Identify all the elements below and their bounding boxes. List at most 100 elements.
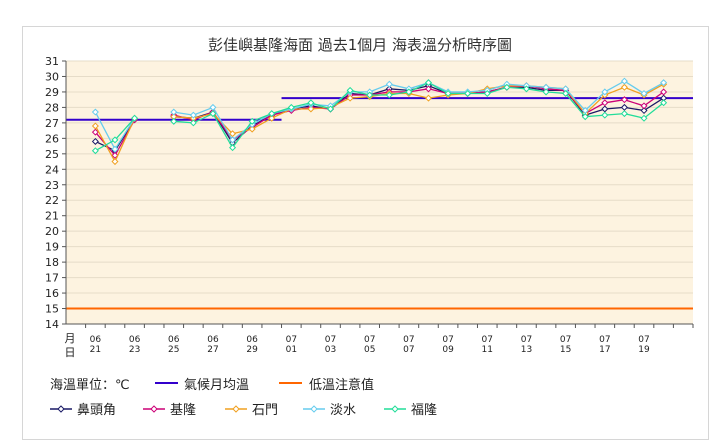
legend-label: 淡水 [330,403,356,418]
legend-low-temp-label: 低溫注意值 [309,377,374,393]
x-tick-label-month: 06 [90,335,102,345]
y-tick-label: 18 [45,256,59,269]
y-tick-label: 25 [45,148,59,161]
data-point [640,89,648,97]
y-tick-label: 22 [45,194,59,207]
x-tick-label-month: 07 [325,335,336,345]
legend-label: 福隆 [411,403,437,418]
x-axis-caption-day: 日 [65,346,76,359]
x-tick-label-month: 07 [521,335,532,345]
data-point [91,108,99,116]
series-line [173,81,665,149]
series-line [173,80,664,141]
data-point [287,103,295,111]
data-point [620,110,628,118]
data-point [601,88,609,96]
y-tick-label: 19 [45,241,59,254]
data-point [346,86,354,94]
x-tick-label-month: 07 [364,335,375,345]
x-tick-label-day: 17 [599,345,610,355]
data-point [522,85,530,93]
legend-swatch-marker [150,405,158,413]
data-point [111,158,119,166]
x-tick-label-month: 06 [168,335,180,345]
data-point [601,99,609,107]
x-tick-label-day: 05 [364,345,375,355]
legend-label: 基隆 [170,403,196,418]
legend-label: 鼻頭角 [77,402,116,418]
data-point [620,96,628,104]
data-point [91,122,99,130]
data-point [209,110,217,118]
data-point [424,94,432,102]
x-tick-label-month: 07 [286,335,297,345]
data-point [91,128,99,136]
x-tick-label-day: 03 [325,345,336,355]
data-point [620,83,628,91]
data-point [170,108,178,116]
series-layer [91,77,668,166]
legend-swatch-marker [391,405,399,413]
x-tick-label-day: 01 [286,345,297,355]
y-tick-label: 31 [45,55,59,68]
x-tick-label-month: 07 [442,335,453,345]
data-point [385,80,393,88]
data-point [385,91,393,99]
data-point [366,91,374,99]
plot-background [66,61,693,324]
series-line [173,83,664,135]
series-legend: 鼻頭角 基隆 石門 淡水 福隆 [50,402,437,418]
data-point [620,77,628,85]
data-point [640,102,648,110]
x-tick-label-day: 23 [129,345,140,355]
data-point [307,105,315,113]
x-tick-label-day: 21 [90,345,101,355]
data-point [248,125,256,133]
data-point [91,137,99,145]
data-point [248,117,256,125]
x-tick-label-day: 09 [442,345,454,355]
legend-swatch-marker [310,405,318,413]
data-point [91,147,99,155]
data-point [346,94,354,102]
y-tick-label: 26 [45,132,59,145]
data-point [170,117,178,125]
y-tick-label: 17 [45,272,59,285]
series-4 [91,79,668,155]
y-tick-label: 14 [45,318,59,331]
data-point [640,114,648,122]
x-tick-label-day: 07 [403,345,414,355]
x-tick-label-day: 13 [521,345,532,355]
chart-title: 彭佳嶼基隆海面 過去1個月 海表溫分析時序圖 [208,36,512,54]
y-tick-label: 27 [45,117,59,130]
y-tick-label: 24 [45,163,59,176]
data-point [189,119,197,127]
data-point [268,110,276,118]
y-tick-label: 29 [45,86,59,99]
y-tick-label: 30 [45,70,59,83]
legend-swatch-marker [232,405,240,413]
data-point [640,106,648,115]
data-point [111,145,119,153]
x-tick-label-day: 29 [246,345,258,355]
data-point [464,89,472,97]
data-point [229,136,237,144]
y-axis-ticks: 14 15 16 17 18 19 20 21 22 23 24 25 26 27 28 29 30 31 [45,55,66,331]
x-tick-label-month: 07 [638,335,649,345]
legend-climate-mean-label: 氣候月均溫 [184,378,249,393]
data-point [327,105,335,113]
data-point [483,89,491,97]
data-point [660,79,668,87]
data-point [307,99,315,107]
x-tick-label-month: 07 [599,335,610,345]
data-point [503,83,511,91]
legend-swatch-marker [57,405,65,413]
x-tick-label-day: 15 [560,345,571,355]
x-tick-label-day: 27 [207,345,218,355]
data-point [229,144,237,152]
data-point [424,85,432,93]
x-tick-label-month: 06 [246,335,258,345]
plot-area [66,61,693,324]
data-point [131,114,139,122]
data-point [601,111,609,119]
